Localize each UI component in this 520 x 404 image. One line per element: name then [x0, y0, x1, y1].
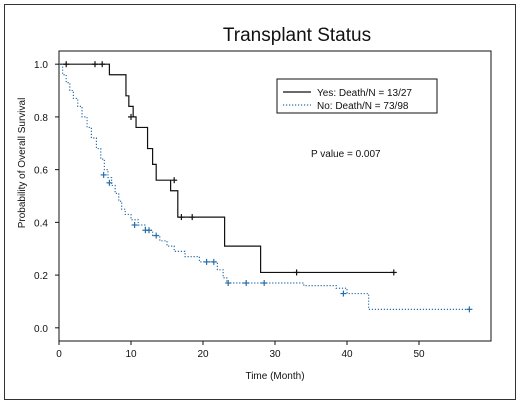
series-line-0 — [59, 63, 394, 274]
x-tick-label: 0 — [56, 349, 62, 360]
censor-mark — [261, 280, 268, 286]
censor-mark — [178, 214, 185, 221]
censor-mark — [390, 269, 397, 276]
censor-mark — [171, 177, 178, 184]
censor-mark — [100, 171, 107, 178]
y-axis-label: Probability of Overall Survival — [17, 98, 28, 229]
censor-mark — [225, 280, 232, 286]
censor-mark — [153, 232, 160, 239]
censor-mark — [146, 227, 152, 234]
x-tick-label: 20 — [197, 349, 209, 360]
censor-mark — [99, 61, 106, 68]
y-tick-label: 0.8 — [34, 113, 48, 124]
censor-mark — [210, 258, 217, 265]
x-tick-label: 50 — [413, 349, 425, 360]
censor-mark — [128, 113, 134, 120]
y-tick-label: 0.2 — [34, 271, 48, 282]
censor-mark — [131, 222, 138, 228]
series-group — [59, 61, 473, 313]
y-tick-label: 0.4 — [34, 218, 48, 229]
legend-label-no: No: Death/N = 73/98 — [317, 101, 409, 112]
censor-mark — [466, 306, 473, 313]
y-axis: 0.0 0.2 0.4 0.6 0.8 1.0 — [34, 60, 59, 335]
y-tick-label: 1.0 — [34, 60, 48, 71]
series-line-1 — [59, 63, 470, 310]
censor-mark — [203, 258, 210, 265]
km-chart: Transplant Status 0 10 20 30 40 50 0.00.20.40… — [17, 25, 492, 382]
legend-label-yes: Yes: Death/N = 13/27 — [317, 88, 412, 99]
censor-mark — [243, 280, 250, 286]
censor-mark — [92, 61, 98, 68]
censor-mark — [293, 269, 300, 276]
chart-title: Transplant Status — [223, 25, 371, 46]
chart-frame: Transplant Status 0 10 20 30 40 50 0.0 0.2 0.4 0… — [4, 4, 516, 400]
censor-mark — [106, 179, 113, 186]
censor-mark — [63, 61, 70, 68]
censor-mark — [189, 214, 196, 221]
x-tick-label: 10 — [125, 349, 137, 360]
x-axis-label: Time (Month) — [245, 371, 304, 382]
legend: Yes: Death/N = 13/27 No: Death/N = 73/98 — [276, 78, 438, 114]
legend-box — [276, 78, 438, 114]
y-tick-label: 0.6 — [34, 166, 48, 177]
censor-mark — [340, 290, 347, 297]
y-tick-label: 0.0 — [34, 324, 48, 335]
x-tick-label: 30 — [269, 349, 281, 360]
p-value-annotation: P value = 0.007 — [311, 149, 381, 160]
x-tick-label: 40 — [341, 349, 353, 360]
x-axis: 0 10 20 30 40 50 — [56, 341, 425, 360]
